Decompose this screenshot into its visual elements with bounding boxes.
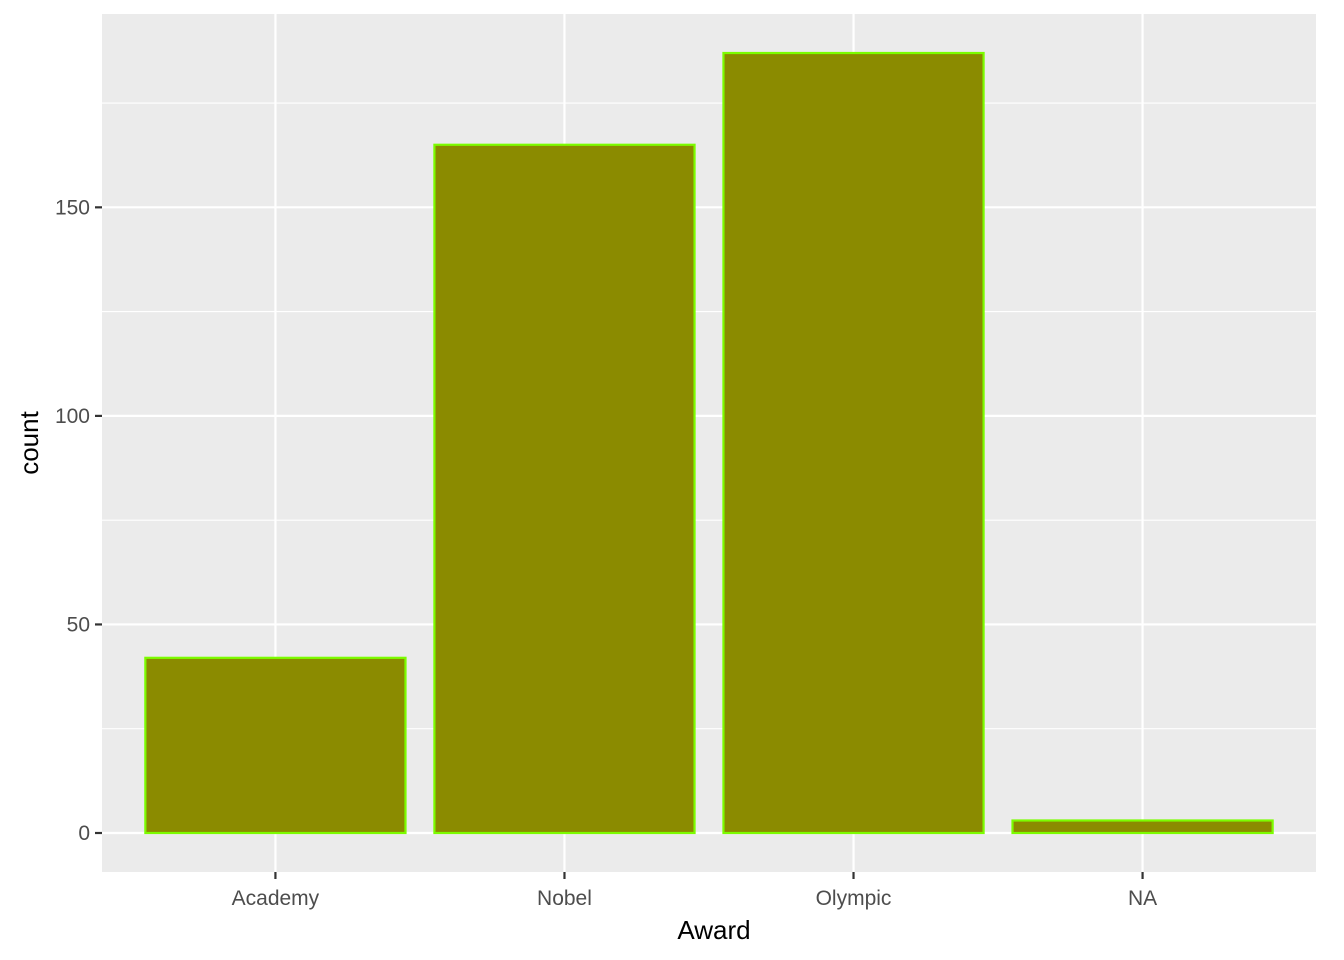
y-axis-ticks: 0 50 100 150 [55,196,102,845]
bars [144,51,1274,835]
bar-na [1011,819,1274,835]
bar-academy [144,656,407,835]
bar-nobel [433,143,696,835]
x-axis-title: Award [677,915,750,945]
y-tick-label: 150 [55,196,90,219]
y-tick-label: 100 [55,405,90,428]
x-axis-ticks: Academy Nobel Olympic NA [232,872,1157,910]
y-tick-label: 50 [67,613,90,636]
x-tick-label: Nobel [537,887,592,910]
x-tick-label: Olympic [816,887,892,910]
y-tick-label: 0 [78,822,90,845]
x-tick-label: NA [1128,887,1157,910]
y-axis-title: count [14,410,44,474]
bar-olympic [722,51,985,835]
x-tick-label: Academy [232,887,320,910]
